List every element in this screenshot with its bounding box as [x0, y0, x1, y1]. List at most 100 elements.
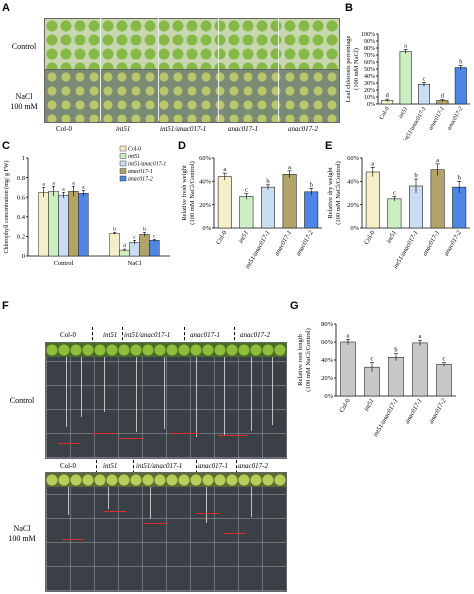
- y-tick-label: 10%: [364, 95, 375, 101]
- genotype-label: int51: [103, 462, 118, 470]
- significance-letter: b: [113, 226, 116, 232]
- bar: [149, 240, 160, 257]
- legend-swatch: [119, 175, 127, 182]
- bar: [261, 186, 275, 229]
- root: [150, 487, 151, 519]
- divider: [218, 18, 219, 121]
- x-tick-label: anac017-2: [443, 229, 463, 257]
- significance-letter: a: [42, 181, 45, 187]
- x-tick-label: anac017-1: [273, 230, 293, 258]
- significance-letter: c: [245, 187, 248, 194]
- x-tick-label: anac017-2: [446, 106, 464, 131]
- y-tick-label: 0.8: [17, 175, 25, 182]
- divider: [158, 18, 159, 121]
- y-tick-label: 20%: [199, 202, 212, 209]
- row-label-nacl: NaCl 100 mM: [8, 524, 36, 543]
- legend-label: int51/anac017-1: [128, 162, 166, 168]
- significance-letter: a: [404, 43, 407, 49]
- chart-c: 0 0.2 0.4 0.6 0.8 1 Chlorophyll concentration …: [3, 145, 170, 267]
- y-tick-label: 0%: [324, 393, 333, 400]
- legend-label: Col-0: [128, 147, 141, 153]
- panel-letter-f: F: [2, 300, 9, 312]
- y-tick-label: 20%: [364, 88, 375, 94]
- photo-a-control: [44, 18, 340, 70]
- root: [136, 357, 137, 432]
- legend-swatch: [119, 168, 127, 174]
- bar: [399, 51, 412, 105]
- bar: [68, 191, 79, 257]
- genotype-label: anac017-1: [198, 462, 228, 470]
- y-axis-label: Relative fresh weight: [181, 165, 188, 221]
- genotype-label: anac017-1: [190, 331, 220, 339]
- legend-swatch: [119, 153, 127, 159]
- significance-letter: a: [223, 166, 226, 173]
- y-tick-label: 20%: [347, 202, 360, 209]
- x-tick-label: int51/anac017-1: [372, 398, 400, 439]
- y-tick-label: 0.2: [17, 234, 25, 241]
- x-tick-label: anac017-1: [428, 106, 446, 131]
- legend-swatch: [119, 160, 127, 167]
- y-tick-label: 40%: [347, 179, 360, 186]
- significance-letter: d: [123, 243, 126, 249]
- significance-letter: a: [288, 164, 291, 171]
- root-length-marker: [218, 435, 248, 436]
- significance-letter: a: [347, 332, 350, 339]
- root-length-marker: [196, 513, 220, 514]
- significance-letter: b: [459, 60, 462, 66]
- y-tick-label: 60%: [347, 155, 360, 162]
- x-tick-label: int51: [363, 398, 376, 413]
- bar: [430, 169, 445, 229]
- panel-letter-b: B: [345, 2, 353, 14]
- panel-letter-d: D: [178, 140, 186, 152]
- significance-letter: b: [266, 178, 269, 185]
- y-tick-label: 0.6: [17, 194, 26, 201]
- y-tick-label: 80%: [364, 46, 375, 52]
- bar: [304, 191, 319, 229]
- root: [164, 357, 165, 429]
- x-tick-label: int51: [398, 106, 409, 120]
- significance-letter: c: [371, 356, 374, 363]
- significance-letter: c: [423, 76, 426, 82]
- x-tick-label: int51: [385, 230, 398, 245]
- bar: [436, 364, 452, 397]
- y-axis-label: (100 mM NaCl): [353, 48, 360, 90]
- bar: [452, 186, 467, 229]
- bar: [139, 234, 150, 257]
- bar: [412, 342, 428, 397]
- y-tick-label: 0%: [202, 225, 211, 232]
- x-tick-label: Col-0: [338, 398, 351, 414]
- x-tick-label: anac017-2: [295, 229, 315, 257]
- bar: [217, 176, 232, 229]
- photo-f-nacl: [45, 472, 287, 592]
- divider: [100, 18, 101, 121]
- genotype-label: Col-0: [56, 125, 72, 133]
- y-tick-label: 0: [22, 253, 25, 260]
- legend-swatch: [119, 145, 127, 152]
- y-tick-label: 50%: [364, 67, 375, 73]
- y-tick-label: 1: [22, 155, 25, 162]
- photo-f-control: [45, 342, 287, 459]
- significance-letter: c: [393, 190, 396, 197]
- x-tick-label: Col-0: [363, 230, 376, 246]
- panel-letter-c: C: [2, 140, 10, 152]
- significance-letter: a: [419, 333, 422, 340]
- root-length-marker: [104, 511, 126, 512]
- bar: [38, 192, 49, 257]
- chart-g: 0% 20% 40% 60% 80% Relative root length (100 m…: [297, 321, 456, 439]
- y-tick-label: 60%: [321, 339, 334, 346]
- legend-label: int51: [128, 154, 140, 160]
- significance-letter: b: [310, 181, 313, 188]
- genotype-label: anac017-2: [238, 462, 268, 470]
- y-tick-label: 60%: [199, 155, 212, 162]
- genotype-label: int51/anac017-1: [136, 462, 183, 470]
- root: [81, 357, 82, 417]
- y-tick-label: 70%: [364, 53, 375, 59]
- bar: [239, 196, 254, 229]
- y-axis-label: (100 mM NaCl/Control): [305, 328, 312, 392]
- x-tick-label: anac017-1: [421, 230, 441, 258]
- y-tick-label: 20%: [321, 375, 334, 382]
- bar: [417, 84, 431, 105]
- bar: [129, 242, 140, 257]
- y-axis-label: Leaf chlorosis percentage: [345, 36, 352, 103]
- bar: [388, 356, 404, 397]
